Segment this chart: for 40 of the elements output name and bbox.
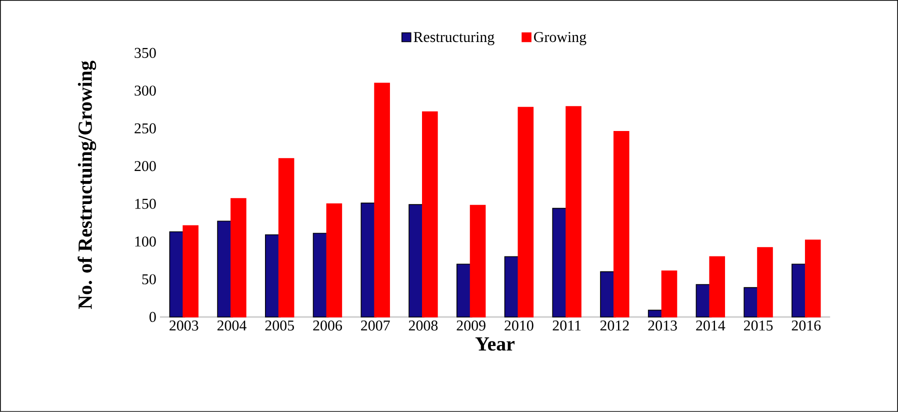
x-tick-label: 2005: [265, 320, 294, 331]
bar: [709, 256, 726, 318]
bar: [230, 198, 246, 318]
bar: [326, 203, 342, 318]
y-tick-label: 150: [135, 198, 156, 209]
x-tick-label: 2010: [504, 320, 534, 331]
y-tick-label: 0: [150, 312, 156, 322]
x-tick-label: 2012: [600, 320, 629, 331]
bar: [374, 82, 390, 318]
x-tick-label: 2013: [648, 320, 677, 331]
x-tick-label: 2009: [456, 320, 486, 331]
y-tick-label: 250: [134, 123, 156, 134]
x-tick-label: 2011: [552, 320, 581, 331]
x-tick-label: 2003: [170, 320, 198, 331]
y-tick-label: 350: [134, 48, 156, 58]
x-tick-label: 2007: [361, 320, 390, 331]
bar: [182, 225, 198, 318]
bar: [566, 106, 582, 318]
x-tick-label: 2015: [744, 320, 773, 331]
y-tick-label: 200: [134, 161, 156, 172]
x-tick-label: 2004: [217, 320, 246, 331]
x-tick-label: 2016: [792, 320, 821, 331]
y-tick-label: 300: [134, 86, 156, 96]
legend-label: Restructuring: [414, 32, 494, 46]
x-axis-title: Year: [475, 337, 515, 351]
x-tick-label: 2008: [408, 320, 438, 331]
y-tick-label: 100: [135, 236, 156, 247]
bar: [278, 158, 294, 318]
bar: [757, 247, 773, 318]
bar: [661, 270, 678, 318]
bar: [422, 111, 438, 318]
legend-label: Growing: [534, 32, 586, 46]
x-tick-label: 2014: [696, 320, 726, 331]
bar: [470, 204, 486, 318]
y-tick-label: 50: [142, 274, 156, 284]
bar: [518, 106, 534, 318]
y-axis-title: No. of Restructuing/Growing: [78, 60, 96, 309]
bar: [613, 131, 630, 318]
bar: [804, 240, 821, 318]
x-tick-label: 2006: [313, 320, 342, 331]
